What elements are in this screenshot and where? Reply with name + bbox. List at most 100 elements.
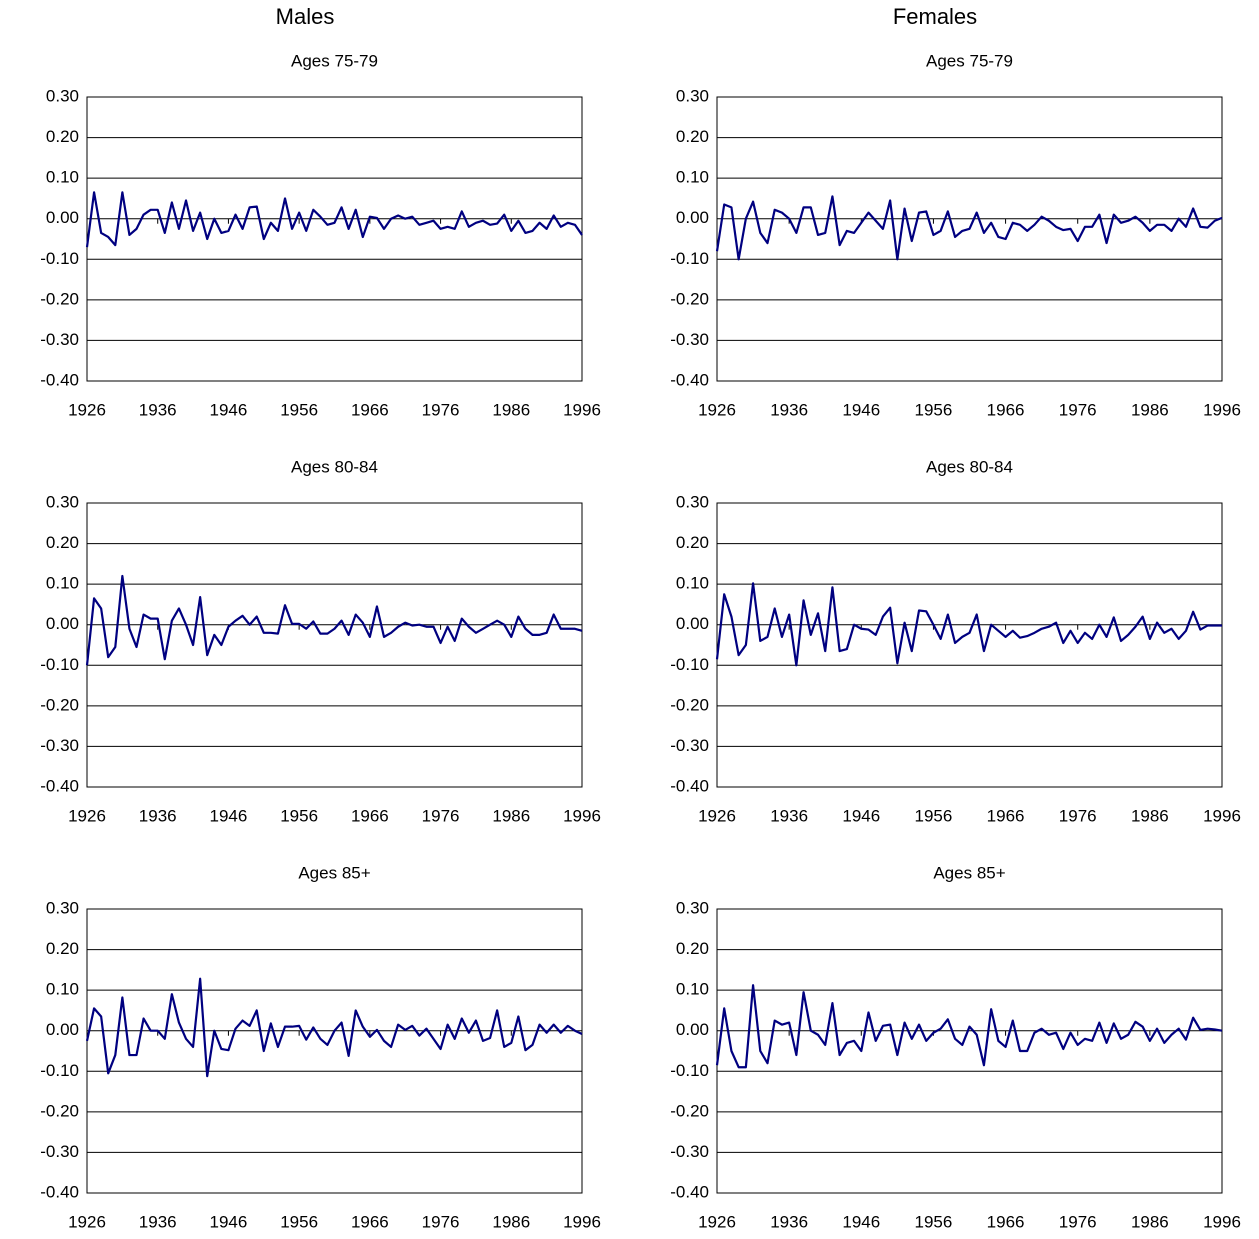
panel-title: Ages 85+ (933, 863, 1005, 882)
data-line (715, 582, 1222, 667)
plot-area (716, 908, 1223, 1194)
x-tick-label: 1956 (915, 400, 953, 419)
x-tick-label: 1946 (842, 400, 880, 419)
data-line (715, 984, 1223, 1069)
x-tick-label: 1926 (698, 1212, 736, 1231)
x-tick-label: 1956 (915, 806, 953, 825)
y-tick-label: 0.10 (676, 980, 709, 999)
y-tick-label: 0.00 (46, 1020, 79, 1039)
y-tick-label: -0.30 (40, 330, 79, 349)
plot-area (86, 908, 583, 1194)
x-tick-label: 1976 (1059, 806, 1097, 825)
y-tick-label: 0.20 (46, 127, 79, 146)
panel-title: Ages 80-84 (926, 457, 1013, 476)
x-tick-label: 1956 (280, 806, 318, 825)
x-tick-label: 1996 (563, 1212, 601, 1231)
y-tick-label: -0.20 (40, 695, 79, 714)
x-tick-label: 1926 (698, 806, 736, 825)
y-tick-label: -0.30 (670, 736, 709, 755)
column-header: Females (893, 4, 977, 29)
x-tick-label: 1936 (770, 806, 808, 825)
y-tick-label: 0.10 (46, 168, 79, 187)
y-tick-label: 0.20 (46, 533, 79, 552)
y-tick-label: -0.40 (40, 370, 79, 389)
y-tick-label: -0.10 (40, 249, 79, 268)
y-tick-label: -0.30 (40, 1142, 79, 1161)
x-tick-label: 1936 (139, 806, 177, 825)
y-tick-label: -0.30 (670, 330, 709, 349)
y-tick-label: -0.40 (40, 776, 79, 795)
y-tick-label: 0.20 (676, 939, 709, 958)
x-tick-label: 1926 (68, 806, 106, 825)
x-tick-label: 1996 (1203, 806, 1241, 825)
y-tick-label: -0.10 (670, 655, 709, 674)
panel-title: Ages 80-84 (291, 457, 378, 476)
x-tick-label: 1956 (280, 1212, 318, 1231)
x-tick-label: 1956 (280, 400, 318, 419)
x-tick-label: 1976 (1059, 1212, 1097, 1231)
x-tick-label: 1976 (422, 400, 460, 419)
y-tick-label: -0.10 (40, 1061, 79, 1080)
y-tick-label: -0.20 (40, 289, 79, 308)
y-tick-label: 0.00 (676, 614, 709, 633)
plot-area (716, 96, 1223, 382)
y-tick-label: 0.00 (676, 1020, 709, 1039)
x-tick-label: 1926 (68, 400, 106, 419)
x-tick-label: 1936 (139, 400, 177, 419)
y-tick-label: -0.10 (670, 249, 709, 268)
x-tick-label: 1966 (351, 400, 389, 419)
y-tick-label: -0.20 (670, 1101, 709, 1120)
x-tick-label: 1946 (842, 1212, 880, 1231)
x-tick-label: 1966 (987, 400, 1025, 419)
x-tick-label: 1996 (1203, 1212, 1241, 1231)
data-line (715, 195, 1223, 261)
x-tick-label: 1966 (987, 1212, 1025, 1231)
y-tick-label: 0.30 (46, 898, 79, 917)
y-tick-label: -0.10 (670, 1061, 709, 1080)
panel-title: Ages 75-79 (926, 51, 1013, 70)
x-tick-label: 1956 (915, 1212, 953, 1231)
x-tick-label: 1946 (842, 806, 880, 825)
x-tick-label: 1986 (1131, 806, 1169, 825)
x-tick-label: 1946 (210, 1212, 248, 1231)
data-line (85, 574, 583, 666)
y-tick-label: -0.40 (40, 1182, 79, 1201)
x-tick-label: 1986 (1131, 400, 1169, 419)
y-tick-label: 0.00 (676, 208, 709, 227)
y-tick-label: -0.10 (40, 655, 79, 674)
panel-title: Ages 85+ (298, 863, 370, 882)
x-tick-label: 1986 (492, 400, 530, 419)
y-tick-label: 0.10 (676, 168, 709, 187)
x-tick-label: 1996 (563, 806, 601, 825)
x-tick-label: 1926 (68, 1212, 106, 1231)
x-tick-label: 1936 (770, 400, 808, 419)
y-tick-label: 0.30 (46, 492, 79, 511)
x-tick-label: 1996 (563, 400, 601, 419)
x-tick-label: 1986 (492, 1212, 530, 1231)
x-tick-label: 1966 (351, 806, 389, 825)
data-line (85, 191, 583, 248)
x-tick-label: 1946 (210, 400, 248, 419)
panel-title: Ages 75-79 (291, 51, 378, 70)
y-tick-label: -0.40 (670, 370, 709, 389)
x-tick-label: 1976 (422, 806, 460, 825)
y-tick-label: -0.40 (670, 776, 709, 795)
y-tick-label: 0.10 (46, 980, 79, 999)
data-line (85, 977, 583, 1078)
y-tick-label: 0.30 (46, 86, 79, 105)
y-tick-label: -0.20 (670, 695, 709, 714)
x-tick-label: 1986 (492, 806, 530, 825)
x-tick-label: 1976 (1059, 400, 1097, 419)
y-tick-label: 0.30 (676, 86, 709, 105)
y-tick-label: 0.00 (46, 614, 79, 633)
x-tick-label: 1966 (351, 1212, 389, 1231)
x-tick-label: 1976 (422, 1212, 460, 1231)
x-tick-label: 1996 (1203, 400, 1241, 419)
plot-area (86, 96, 583, 382)
x-tick-label: 1966 (987, 806, 1025, 825)
y-tick-label: 0.00 (46, 208, 79, 227)
column-header: Males (276, 4, 335, 29)
y-tick-label: 0.20 (676, 127, 709, 146)
y-tick-label: 0.30 (676, 492, 709, 511)
